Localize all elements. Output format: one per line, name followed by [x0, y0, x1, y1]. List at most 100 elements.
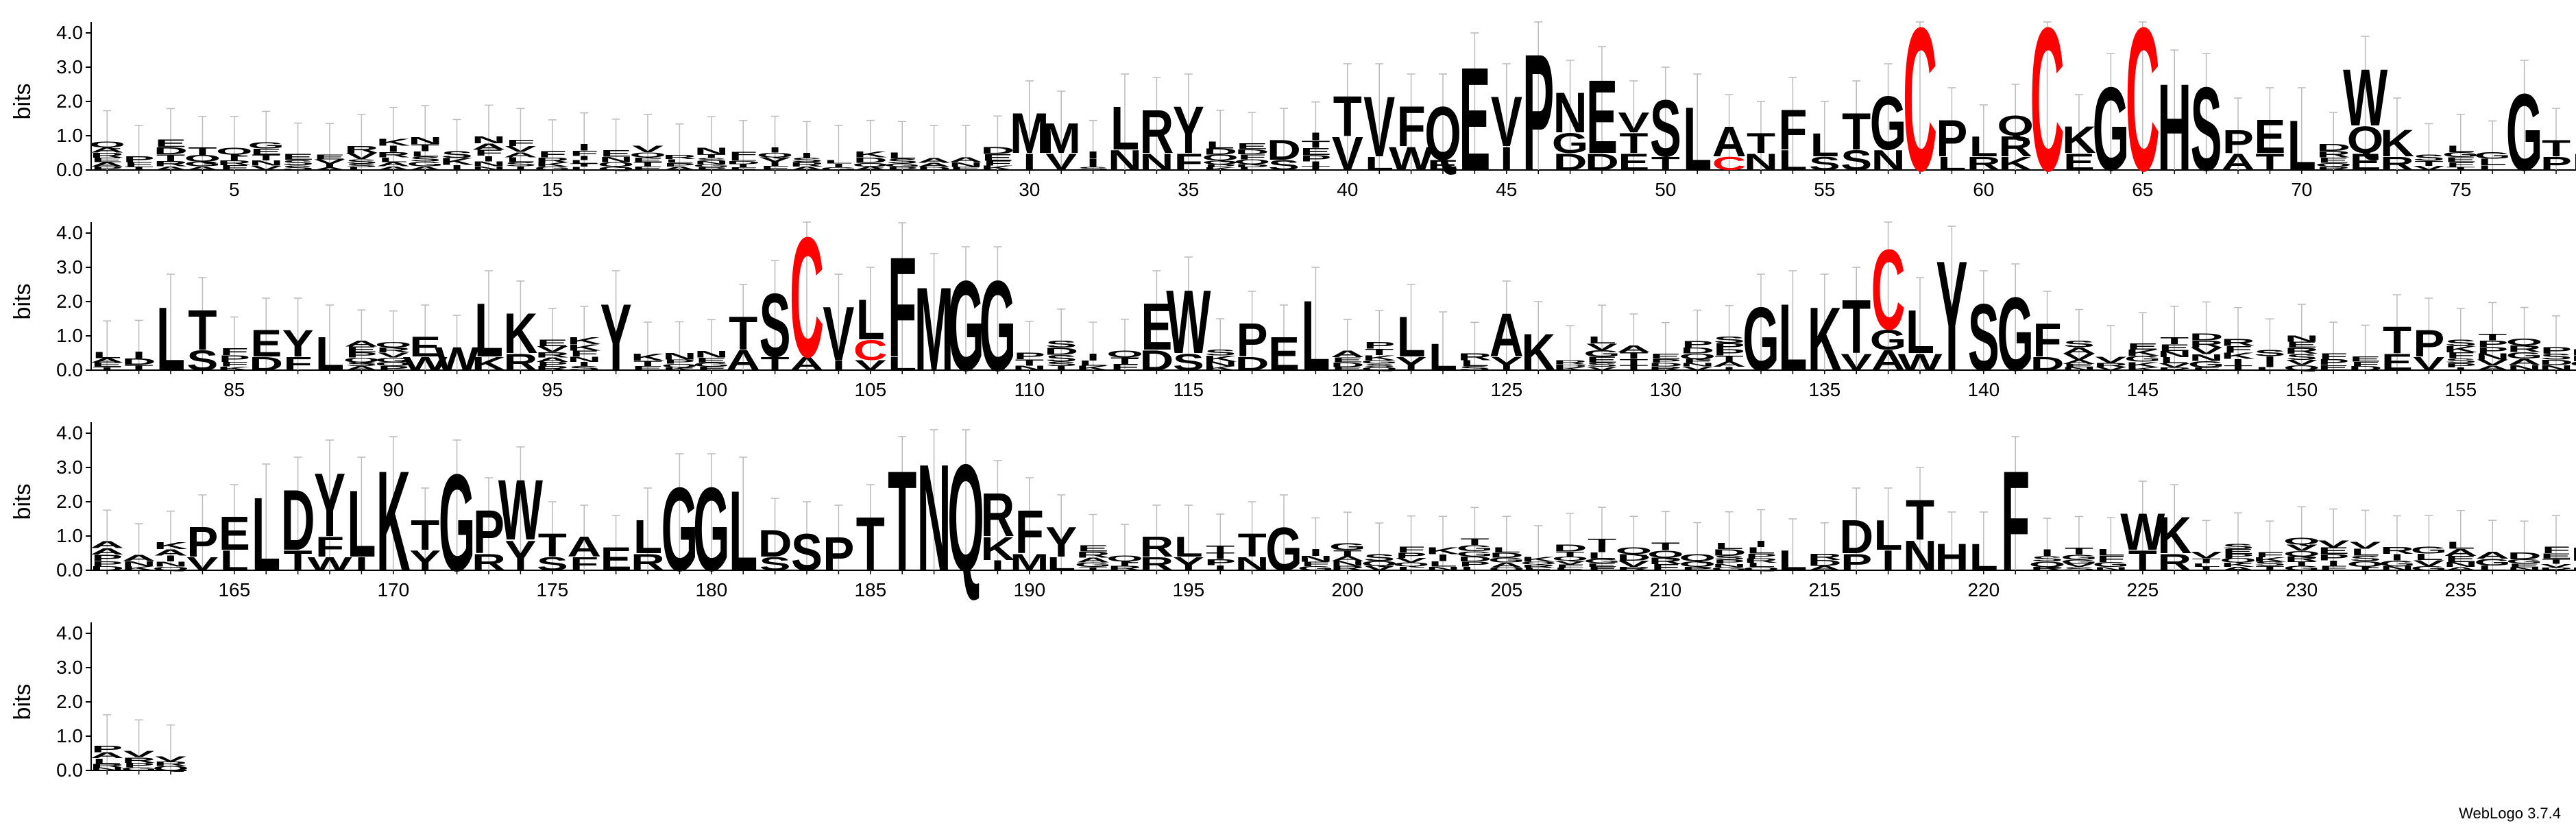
- logo-letter-I: I: [578, 361, 591, 367]
- logo-letter-N: N: [2475, 352, 2510, 361]
- logo-letter-E: E: [2254, 110, 2285, 163]
- logo-letter-L: L: [570, 159, 598, 165]
- logo-letter-Q: Q: [375, 341, 412, 349]
- logo-letter-I: I: [132, 350, 145, 361]
- y-axis-label: bits: [10, 84, 36, 120]
- logo-letter-F: F: [1110, 363, 1139, 372]
- logo-letter-L: L: [729, 468, 757, 596]
- logo-letter-V: V: [537, 345, 568, 354]
- logo-letter-R: R: [2571, 567, 2576, 571]
- logo-letter-I: I: [1882, 545, 1895, 577]
- logo-letter-L: L: [1715, 541, 1744, 551]
- logo-letter-D: D: [1553, 542, 1588, 554]
- logo-letter-K: K: [1203, 354, 1237, 363]
- logo-letter-I: I: [1309, 547, 1322, 558]
- logo-letter-I: I: [1309, 160, 1322, 168]
- logo-letter-D: D: [1458, 555, 1492, 563]
- logo-letter-R: R: [1140, 531, 1174, 563]
- logo-letter-I: I: [832, 162, 845, 168]
- logo-letter-L: L: [856, 289, 885, 352]
- logo-letter-G: G: [2570, 360, 2576, 368]
- logo-letter-L: L: [506, 156, 535, 164]
- x-tick-label: 30: [1019, 179, 1040, 200]
- logo-letter-F: F: [1778, 99, 1807, 162]
- logo-letter-F: F: [220, 361, 249, 368]
- logo-letter-A: A: [917, 162, 951, 168]
- x-tick-label: 205: [1490, 579, 1522, 600]
- logo-letter-L: L: [1047, 553, 1076, 574]
- logo-letter-R: R: [2571, 348, 2576, 357]
- logo-letter-T: T: [1238, 526, 1267, 564]
- x-tick-label: 85: [223, 379, 245, 400]
- logo-letter-T: T: [1619, 350, 1648, 361]
- logo-letter-R: R: [376, 346, 411, 354]
- logo-letter-A: A: [2444, 547, 2478, 558]
- x-tick-label: 45: [1496, 179, 1517, 200]
- logo-letter-F: F: [2224, 344, 2252, 354]
- logo-letter-A: A: [1871, 345, 1906, 377]
- logo-letter-T: T: [1842, 103, 1871, 161]
- logo-letter-I: I: [800, 151, 813, 160]
- logo-letter-K: K: [472, 353, 506, 374]
- logo-letter-A: A: [726, 345, 760, 377]
- logo-letter-N: N: [2507, 566, 2542, 571]
- logo-letter-K: K: [853, 150, 888, 160]
- logo-letter-E: E: [600, 148, 632, 158]
- logo-letter-V: V: [2191, 345, 2222, 356]
- logo-letter-R: R: [2189, 339, 2224, 350]
- logo-letter-Q: Q: [2029, 560, 2066, 568]
- logo-letter-V: V: [345, 151, 377, 161]
- logo-letter-L: L: [2351, 547, 2380, 558]
- logo-letter-E: E: [1427, 157, 1459, 173]
- logo-letter-S: S: [1045, 338, 1077, 350]
- logo-letter-A: A: [90, 546, 124, 557]
- y-axis-label: bits: [10, 284, 36, 320]
- logo-letter-F: F: [2255, 550, 2284, 559]
- x-tick-label: 150: [2285, 379, 2318, 400]
- logo-letter-F: F: [1397, 95, 1426, 159]
- logo-letter-E: E: [2540, 552, 2572, 560]
- logo-letter-F: F: [125, 161, 154, 168]
- logo-letter-S: S: [1586, 362, 1618, 368]
- logo-letter-N: N: [1426, 565, 1460, 571]
- logo-letter-Q: Q: [1202, 160, 1239, 165]
- logo-letter-Q: Q: [1552, 555, 1589, 562]
- logo-letter-L: L: [2096, 546, 2125, 557]
- logo-letter-I: I: [482, 154, 495, 163]
- logo-letter-F: F: [2573, 365, 2576, 372]
- logo-letter-L: L: [2192, 562, 2221, 568]
- logo-letter-Q: Q: [629, 151, 666, 158]
- logo-letter-T: T: [2255, 565, 2284, 572]
- logo-letter-G: G: [1742, 289, 1779, 390]
- logo-letter-A: A: [313, 167, 347, 171]
- logo-letter-A: A: [345, 365, 379, 372]
- logo-letter-G: G: [947, 254, 984, 398]
- logo-letter-R: R: [1808, 552, 1842, 562]
- logo-letter-G: G: [1361, 359, 1398, 365]
- logo-letter-T: T: [125, 363, 154, 372]
- x-tick-label: 5: [229, 179, 240, 200]
- logo-letter-L: L: [1460, 565, 1489, 572]
- logo-letter-T: T: [252, 153, 280, 162]
- logo-letter-G: G: [2093, 561, 2130, 568]
- x-tick-label: 225: [2126, 579, 2159, 600]
- x-tick-label: 55: [1814, 179, 1835, 200]
- logo-letter-N: N: [472, 134, 506, 145]
- logo-letter-F: F: [2192, 367, 2221, 371]
- logo-letter-G: G: [1711, 566, 1748, 571]
- logo-letter-V: V: [1491, 82, 1522, 162]
- logo-letter-R: R: [2507, 343, 2542, 354]
- logo-letter-F: F: [1238, 153, 1267, 160]
- logo-letter-L: L: [1238, 167, 1267, 171]
- logo-letter-N: N: [2157, 350, 2191, 359]
- logo-letter-F: F: [538, 149, 567, 159]
- logo-letter-N: N: [154, 560, 188, 568]
- logo-letter-P: P: [2222, 123, 2254, 160]
- logo-letter-L: L: [1174, 531, 1203, 563]
- y-tick-label: 3.0: [56, 56, 83, 77]
- logo-letter-V: V: [1396, 557, 1427, 564]
- x-tick-label: 190: [1013, 579, 1045, 600]
- logo-letter-F: F: [284, 353, 313, 374]
- logo-letter-D: D: [2539, 358, 2573, 367]
- logo-letter-P: P: [91, 560, 123, 568]
